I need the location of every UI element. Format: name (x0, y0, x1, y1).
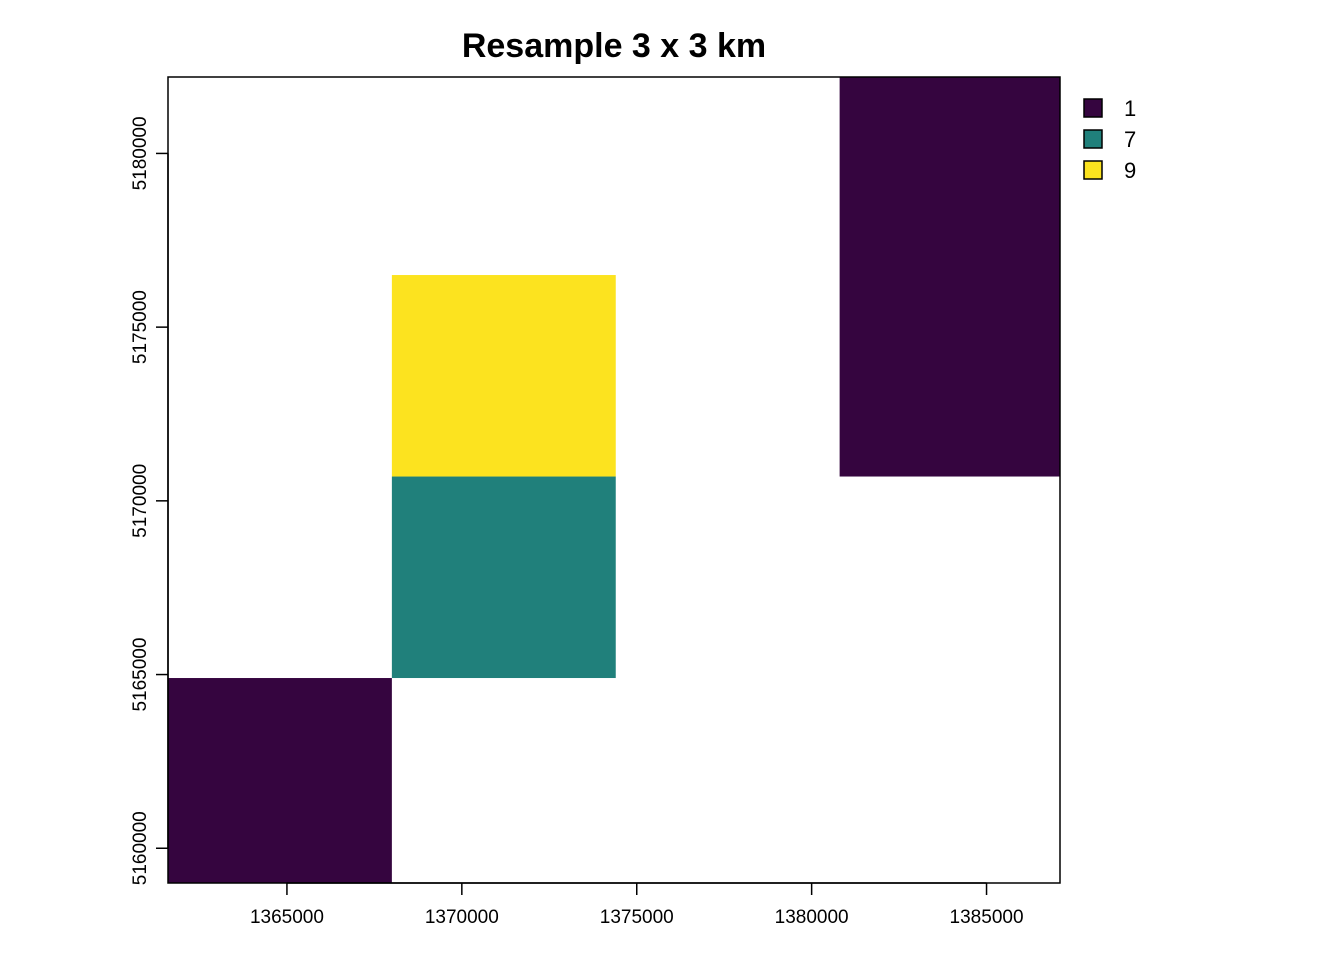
x-tick-label: 1370000 (425, 907, 499, 928)
y-tick-label: 5160000 (130, 811, 151, 885)
y-tick-label: 5175000 (130, 290, 151, 364)
legend-swatch-7 (1083, 129, 1103, 149)
legend-label-7: 7 (1124, 127, 1136, 152)
y-tick-label: 5165000 (130, 638, 151, 712)
legend-swatch-9 (1083, 160, 1103, 180)
x-tick-label: 1365000 (250, 907, 324, 928)
raster-cell-4 (839, 77, 1060, 477)
raster-cells (168, 77, 1060, 883)
x-axis: 1365000 1370000 1375000 1380000 1385000 (250, 882, 1024, 928)
y-axis: 5160000 5165000 5170000 5175000 5180000 (130, 116, 169, 885)
y-tick-label: 5180000 (130, 116, 151, 190)
raster-cell-3 (391, 275, 616, 477)
x-tick-label: 1375000 (600, 907, 674, 928)
legend: 1 7 9 (1083, 96, 1136, 183)
legend-label-1: 1 (1124, 96, 1136, 121)
y-tick-label: 5170000 (130, 464, 151, 538)
x-tick-label: 1385000 (950, 907, 1024, 928)
raster-cell-1 (168, 678, 392, 883)
legend-swatch-1 (1083, 98, 1103, 118)
x-tick-label: 1380000 (775, 907, 849, 928)
legend-label-9: 9 (1124, 158, 1136, 183)
chart-title: Resample 3 x 3 km (462, 27, 766, 65)
raster-cell-2 (391, 476, 616, 679)
